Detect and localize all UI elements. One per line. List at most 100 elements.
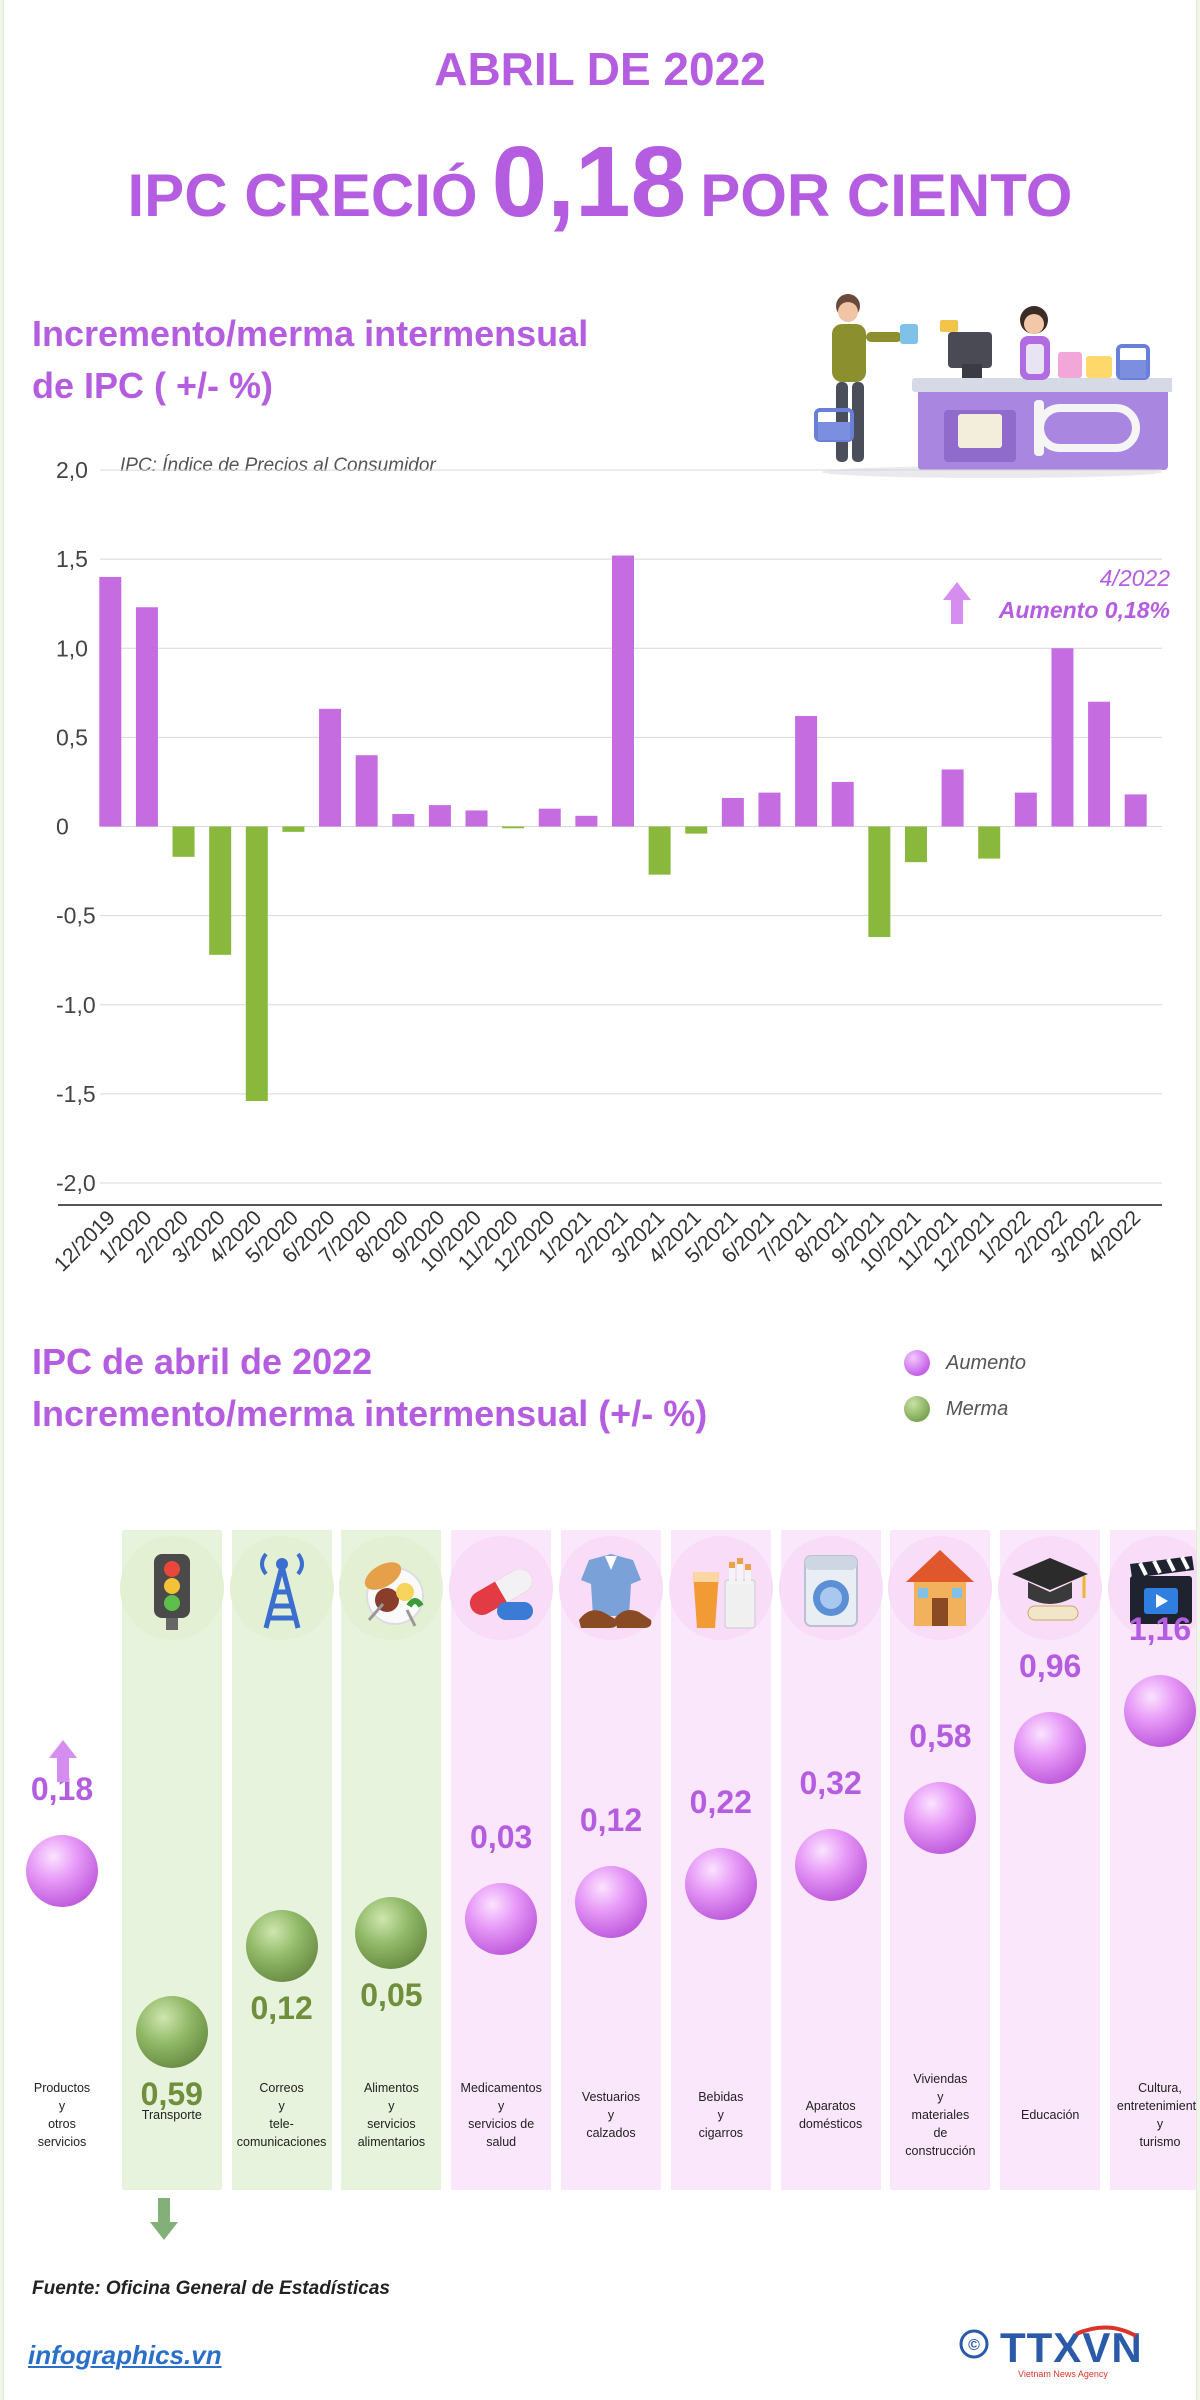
category-label: Alimentos y servicios alimentarios <box>357 2081 426 2149</box>
house-icon <box>906 1550 975 1626</box>
category-value: 0,22 <box>689 1783 752 1820</box>
y-tick-label: -1,0 <box>56 992 96 1018</box>
y-tick-label: 1,0 <box>56 635 88 661</box>
category-value-ball <box>904 1781 977 1854</box>
callout-date: 4/2022 <box>1099 565 1170 591</box>
graduation-cap-icon <box>1012 1558 1089 1621</box>
category-value: 1,16 <box>1128 1611 1192 1648</box>
bar <box>538 808 561 827</box>
pill-icon <box>470 1569 534 1620</box>
section2-title-line2: Incremento/merma intermensual (+/- %) <box>32 1393 708 1434</box>
transport-down-arrow-icon <box>150 2198 178 2240</box>
clapperboard-icon <box>1130 1556 1194 1624</box>
category-value: 0,05 <box>360 1977 423 2014</box>
category-label: Viviendas y materiales de construcción <box>905 2072 976 2158</box>
traffic-light-icon <box>153 1554 190 1630</box>
section1-title: Incremento/merma intermensual de IPC ( +… <box>32 308 588 412</box>
headline: IPC CRECIÓ 0,18 POR CIENTO <box>4 125 1196 240</box>
section1-title-line1: Incremento/merma intermensual <box>32 313 589 354</box>
y-tick-label: 0,5 <box>56 724 88 750</box>
callout-up-arrow-icon <box>943 582 971 624</box>
category-column-bg <box>1110 1530 1196 2190</box>
bar <box>282 826 305 832</box>
category-label: Bebidas y cigarros <box>698 2090 744 2140</box>
antenna-icon <box>259 1552 304 1629</box>
category-value-ball <box>465 1882 538 1955</box>
category-value: 0,59 <box>140 2076 203 2113</box>
category-value-ball <box>575 1866 647 1938</box>
header-date: ABRIL DE 2022 <box>434 43 766 95</box>
bar <box>648 826 671 875</box>
chart-note: IPC: Índice de Precios al Consumidor <box>120 455 436 476</box>
category-value: 0,12 <box>579 1802 643 1838</box>
legend-decrease-label: Merma <box>946 1397 1009 1420</box>
category-value-ball <box>355 1897 428 1970</box>
category-icon-circle <box>668 1536 773 1640</box>
bar <box>941 769 964 827</box>
bar <box>465 810 488 827</box>
category-value-ball <box>684 1847 757 1920</box>
category-column-bg <box>1000 1530 1101 2190</box>
ttxvn-logo: © TTXVN Vietnam News Agency <box>959 2324 1143 2379</box>
category-column-bg <box>121 1530 222 2190</box>
logo-subtitle: Vietnam News Agency <box>1018 2369 1108 2379</box>
bar <box>135 607 158 827</box>
category-value: 0,03 <box>470 1818 533 1855</box>
logo-wordmark: TTXVN <box>1000 2324 1143 2371</box>
bar <box>978 826 1001 859</box>
y-tick-label: 0 <box>56 814 69 840</box>
category-column-bg <box>451 1530 552 2190</box>
legend-item-increase: Aumento <box>904 1340 1026 1386</box>
source-note: Fuente: Oficina General de Estadísticas <box>32 2278 390 2299</box>
category-icon-circle <box>449 1536 554 1640</box>
section2-title: IPC de abril de 2022 Incremento/merma in… <box>32 1336 707 1440</box>
bar <box>758 792 781 827</box>
bar <box>575 815 598 827</box>
legend-increase-label: Aumento <box>946 1351 1027 1374</box>
logo-copyright: © <box>968 2337 980 2354</box>
chart-callout: 4/2022 Aumento 0,18% <box>999 562 1170 626</box>
category-label: Correos y tele- comunicaciones <box>236 2081 327 2149</box>
category-value-ball <box>26 1835 98 1907</box>
monthly-cpi-bar-chart: 2,01,51,00,50-0,5-1,0-1,5-2,012/20191/20… <box>50 457 1162 1276</box>
site-link[interactable]: infographics.vn <box>28 2340 222 2370</box>
legend-decrease-swatch <box>904 1396 930 1422</box>
category-value-ball <box>1014 1712 1087 1784</box>
headline-value: 0,18 <box>491 126 687 238</box>
bar <box>685 826 708 834</box>
category-label: Transporte <box>141 2108 202 2122</box>
bar <box>795 715 818 827</box>
category-icon-circle <box>339 1536 444 1640</box>
shirt-shoes-icon <box>579 1554 652 1628</box>
category-column-bg <box>231 1530 332 2190</box>
bar <box>245 826 268 1102</box>
section1-title-line2: de IPC ( +/- %) <box>32 365 274 406</box>
category-label: Medicamentos y servicios de salud <box>460 2081 542 2149</box>
bar <box>355 755 378 827</box>
y-tick-label: -1,5 <box>56 1081 96 1107</box>
category-icon-circle <box>998 1536 1103 1640</box>
category-label: Productos y otros servicios <box>33 2081 91 2149</box>
bar <box>502 826 525 829</box>
bar <box>612 555 634 827</box>
drink-cigarette-icon <box>692 1558 756 1629</box>
headline-suffix: POR CIENTO <box>700 162 1073 229</box>
bar <box>904 826 927 863</box>
washing-machine-icon <box>803 1555 858 1627</box>
category-label: Cultura, entretenimiento y turismo <box>1116 2081 1196 2149</box>
bar <box>172 826 195 857</box>
y-tick-label: 1,5 <box>56 546 88 572</box>
category-column-bg <box>341 1530 442 2190</box>
legend: Aumento Merma <box>904 1340 1026 1432</box>
category-value: 0,58 <box>909 1717 972 1754</box>
bar <box>428 805 451 827</box>
bar <box>831 781 854 827</box>
bar <box>1051 648 1074 827</box>
bar <box>99 576 122 827</box>
category-value: 0,12 <box>250 1990 313 2026</box>
category-icon-circle <box>229 1536 334 1640</box>
legend-item-decrease: Merma <box>904 1386 1026 1432</box>
legend-increase-swatch <box>904 1350 930 1376</box>
infographic-page: ABRIL DE 2022 IPC CRECIÓ 0,18 POR CIENTO I… <box>4 0 1196 2400</box>
category-value-ball <box>245 1910 318 1982</box>
